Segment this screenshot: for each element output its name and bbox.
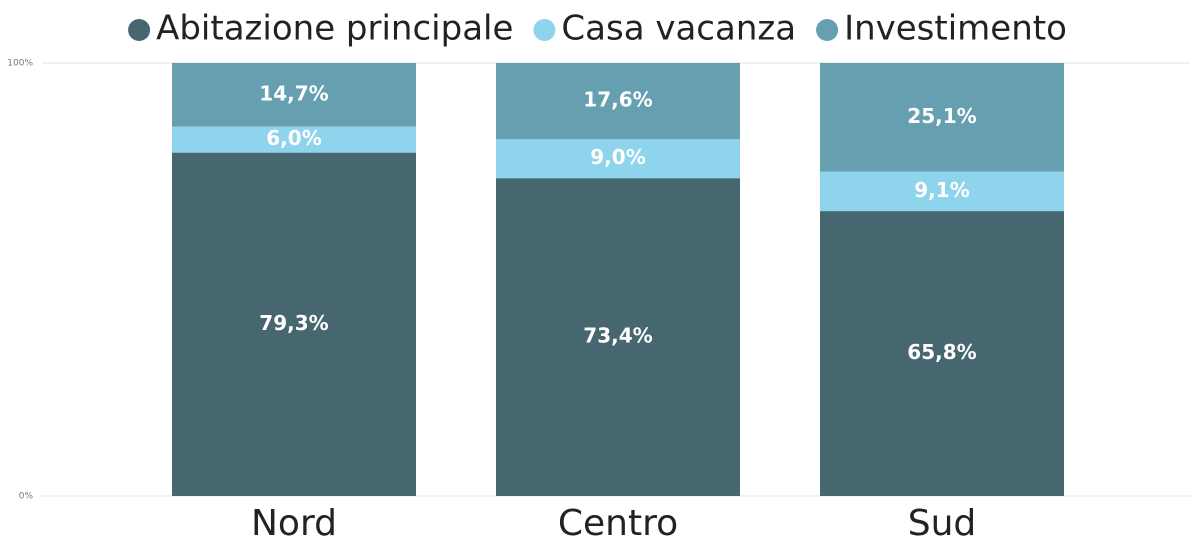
bar-segment [172, 63, 416, 127]
legend-marker [816, 19, 839, 41]
legend-label: Casa vacanza [561, 9, 796, 49]
x-tick-label: Sud [908, 503, 977, 543]
y-tick-label: 0% [19, 492, 34, 502]
bar-segment [496, 178, 740, 497]
y-tick-label: 100% [7, 59, 33, 69]
bar-segment [172, 126, 416, 153]
legend-label: Investimento [844, 9, 1067, 49]
legend-label: Abitazione principale [156, 9, 513, 49]
x-tick-label: Nord [251, 503, 337, 543]
data-label: 9,0% [590, 145, 645, 169]
data-label: 79,3% [259, 311, 328, 335]
data-label: 17,6% [583, 88, 652, 112]
data-label: 65,8% [907, 340, 976, 364]
bar-segment [496, 139, 740, 179]
legend-marker [128, 19, 151, 41]
bar-segment [820, 171, 1064, 212]
data-label: 6,0% [266, 126, 321, 150]
bar-segment [496, 63, 740, 140]
bar-segment [820, 211, 1064, 496]
data-label: 9,1% [914, 178, 969, 202]
data-label: 73,4% [583, 324, 652, 348]
legend-marker [533, 19, 556, 41]
data-label: 25,1% [907, 104, 976, 128]
bar-segment [172, 152, 416, 497]
bar-segment [820, 63, 1064, 172]
x-tick-label: Centro [558, 503, 678, 543]
data-label: 14,7% [259, 81, 328, 105]
